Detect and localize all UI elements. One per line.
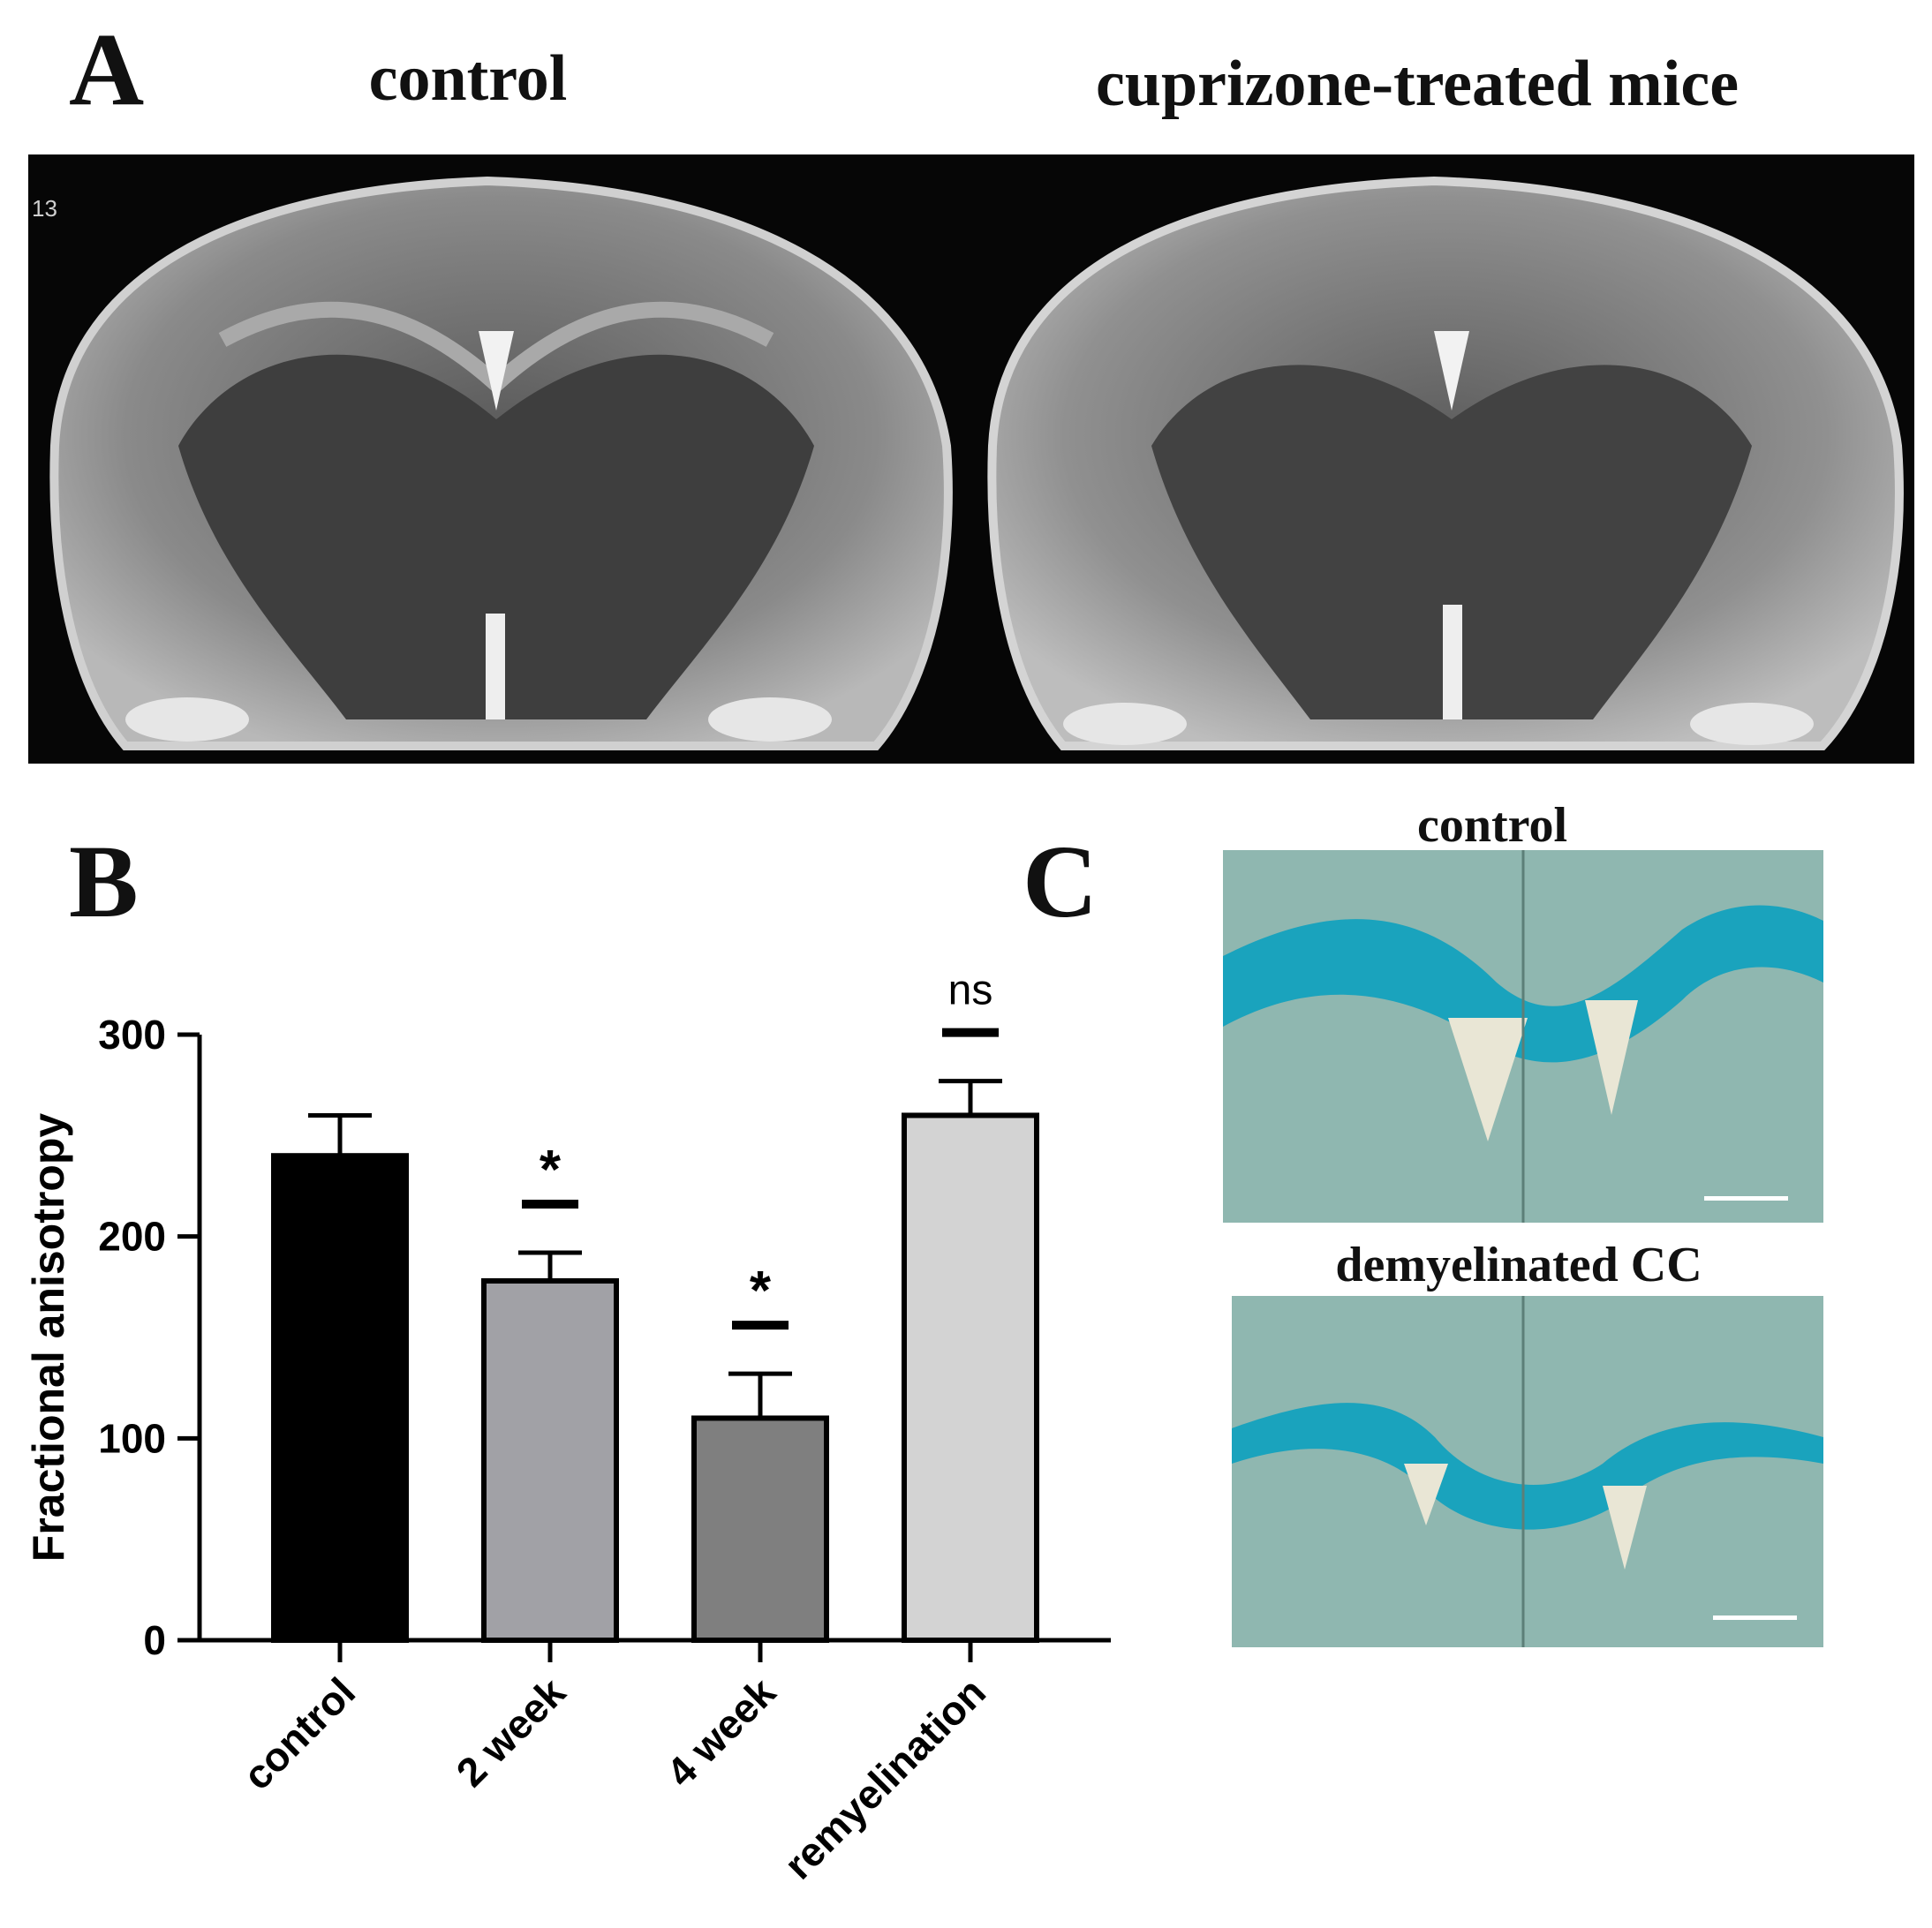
panel-a-letter: A — [69, 11, 145, 127]
panel-c-bottom-title: demyelinated CC — [1335, 1238, 1702, 1292]
panel-c-letter: C — [1023, 824, 1098, 939]
x-tick-label: remyelination — [775, 1668, 994, 1887]
x-tick-label: 2 week — [448, 1668, 575, 1796]
mri-control-drawing: 13 — [32, 176, 953, 750]
significance-label: * — [540, 1140, 562, 1201]
panel-a-right-title: cuprizone-treated mice — [1095, 48, 1740, 120]
x-tick-label: control — [234, 1668, 364, 1798]
histology-demyelinated-drawing — [1232, 1296, 1823, 1647]
mri-image-control: 13 — [28, 154, 975, 764]
mri-image-cuprizone — [975, 154, 1914, 764]
mri-cuprizone-drawing — [987, 176, 1904, 750]
y-tick-label: 100 — [98, 1415, 166, 1461]
x-tick-label: 4 week — [658, 1668, 785, 1796]
bar — [481, 1277, 619, 1644]
panel-c-top-title: control — [1416, 798, 1568, 853]
histology-image-demyelinated — [1232, 1296, 1823, 1647]
mri-slice-label: 13 — [32, 195, 57, 222]
panel-a-left-title: control — [368, 42, 568, 115]
significance-label: ns — [948, 968, 993, 1014]
y-tick-label: 300 — [98, 1012, 166, 1058]
histology-control-drawing — [1223, 850, 1823, 1223]
y-tick-label: 0 — [143, 1617, 166, 1663]
significance-label: * — [750, 1261, 772, 1322]
bar — [691, 1415, 829, 1644]
bar — [271, 1153, 409, 1643]
panel-b-letter: B — [69, 824, 139, 939]
y-tick-label: 200 — [98, 1214, 166, 1260]
histology-image-control — [1223, 850, 1823, 1223]
bar — [902, 1112, 1039, 1643]
y-axis-label: Fractional anisotropy — [24, 1113, 73, 1563]
